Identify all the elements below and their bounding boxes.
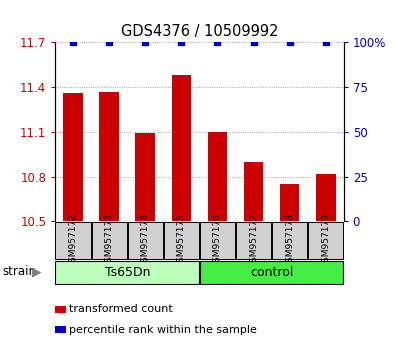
Text: GSM957177: GSM957177 xyxy=(249,213,258,268)
Text: GSM957179: GSM957179 xyxy=(321,213,330,268)
FancyBboxPatch shape xyxy=(92,222,127,259)
Bar xyxy=(316,173,335,221)
Bar xyxy=(135,133,155,221)
FancyBboxPatch shape xyxy=(55,222,91,259)
Text: strain: strain xyxy=(2,266,36,278)
FancyBboxPatch shape xyxy=(199,261,344,285)
Text: transformed count: transformed count xyxy=(69,304,173,314)
Point xyxy=(178,40,184,45)
FancyBboxPatch shape xyxy=(199,222,235,259)
Point xyxy=(322,40,329,45)
Point xyxy=(106,40,113,45)
Text: percentile rank within the sample: percentile rank within the sample xyxy=(69,325,257,335)
Point xyxy=(70,40,77,45)
Bar xyxy=(171,75,191,221)
Point xyxy=(286,40,293,45)
FancyBboxPatch shape xyxy=(164,222,199,259)
FancyBboxPatch shape xyxy=(55,261,199,285)
Bar xyxy=(208,132,228,221)
FancyBboxPatch shape xyxy=(128,222,163,259)
Text: GSM957174: GSM957174 xyxy=(141,213,150,268)
Text: GSM957172: GSM957172 xyxy=(69,213,78,268)
Text: GSM957176: GSM957176 xyxy=(213,213,222,268)
FancyBboxPatch shape xyxy=(236,222,271,259)
Text: GSM957175: GSM957175 xyxy=(177,213,186,268)
Point xyxy=(250,40,257,45)
Text: GSM957173: GSM957173 xyxy=(105,213,114,268)
Bar xyxy=(64,93,83,221)
Bar xyxy=(280,184,299,221)
Point xyxy=(142,40,149,45)
Text: ▶: ▶ xyxy=(32,266,42,278)
FancyBboxPatch shape xyxy=(308,222,344,259)
Text: GSM957178: GSM957178 xyxy=(285,213,294,268)
Bar xyxy=(100,92,119,221)
Text: control: control xyxy=(250,266,293,279)
Bar xyxy=(244,162,263,221)
Text: Ts65Dn: Ts65Dn xyxy=(105,266,150,279)
FancyBboxPatch shape xyxy=(272,222,307,259)
Title: GDS4376 / 10509992: GDS4376 / 10509992 xyxy=(121,23,278,39)
Point xyxy=(214,40,221,45)
